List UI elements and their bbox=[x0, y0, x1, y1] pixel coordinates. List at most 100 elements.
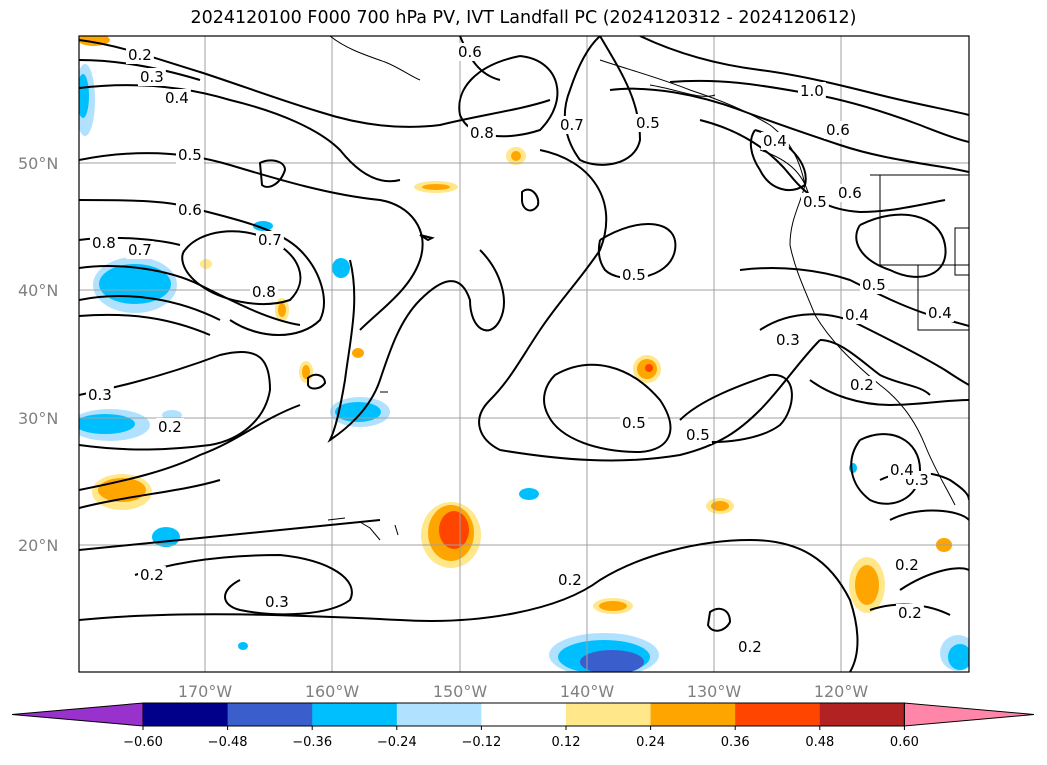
contour-label: 0.6 bbox=[838, 184, 862, 202]
contour-label-bg bbox=[896, 604, 924, 622]
lon-label: 130°W bbox=[687, 682, 742, 701]
lon-label: 120°W bbox=[814, 682, 869, 701]
neg-patch bbox=[335, 402, 381, 422]
neg-patch bbox=[519, 488, 539, 500]
contour-label: 0.3 bbox=[140, 68, 164, 86]
contour-label: 0.2 bbox=[140, 566, 164, 584]
contour-label-bg bbox=[126, 46, 154, 64]
colorbar-tick-label: 0.48 bbox=[805, 735, 834, 750]
lon-label: 160°W bbox=[305, 682, 360, 701]
contour-label-bg bbox=[836, 184, 864, 202]
contour-label-bg bbox=[90, 234, 118, 252]
contour-label-bg bbox=[860, 276, 888, 294]
colorbar-tick-label: −0.24 bbox=[377, 735, 417, 750]
contour-label-bg bbox=[126, 241, 154, 259]
colorbar-swatch bbox=[396, 703, 482, 726]
contour-label: 0.5 bbox=[862, 276, 886, 294]
lat-axis: 50°N 40°N 30°N 20°N bbox=[18, 154, 58, 555]
contour-label-bg bbox=[468, 124, 496, 142]
contour-label: 0.4 bbox=[165, 89, 189, 107]
contour-label: 0.6 bbox=[458, 43, 482, 61]
contour-label: 0.5 bbox=[622, 266, 646, 284]
contour-label: 0.5 bbox=[622, 414, 646, 432]
colorbar-swatch bbox=[312, 703, 398, 726]
neg-patch bbox=[332, 258, 350, 278]
colorbar-tick-label: −0.48 bbox=[208, 735, 248, 750]
contour-label-bg bbox=[620, 414, 648, 432]
contour-label: 0.2 bbox=[558, 571, 582, 589]
contour-label: 0.6 bbox=[826, 121, 850, 139]
pos-patch bbox=[302, 365, 310, 379]
pos-patch bbox=[278, 303, 286, 317]
lat-label: 40°N bbox=[18, 281, 58, 300]
contour-label-bg bbox=[684, 426, 712, 444]
lon-label: 140°W bbox=[560, 682, 615, 701]
neg-patch bbox=[152, 527, 180, 547]
contour-label-bg bbox=[736, 638, 764, 656]
neg-patch bbox=[580, 650, 644, 672]
contour-label: 0.7 bbox=[258, 231, 282, 249]
contour-label-bg bbox=[176, 146, 204, 164]
contour-label-bg bbox=[86, 386, 114, 404]
colorbar-swatch bbox=[735, 703, 821, 726]
neg-patch bbox=[79, 74, 89, 118]
colorbar-swatch bbox=[227, 703, 313, 726]
contour-label-bg bbox=[558, 116, 586, 134]
contour-label: 0.5 bbox=[803, 193, 827, 211]
contour-label: 0.2 bbox=[898, 604, 922, 622]
colorbar-tick-label: 0.24 bbox=[636, 735, 665, 750]
contour-label: 0.2 bbox=[895, 556, 919, 574]
colorbar-tick-label: −0.12 bbox=[461, 735, 501, 750]
colorbar-swatch bbox=[650, 703, 736, 726]
contour-label: 0.8 bbox=[252, 283, 276, 301]
contour-label: 0.7 bbox=[128, 241, 152, 259]
colorbar-tick-label: 0.60 bbox=[890, 735, 919, 750]
contour-label-bg bbox=[556, 571, 584, 589]
contour-label: 1.0 bbox=[800, 82, 824, 100]
contour-label-bg bbox=[888, 461, 916, 479]
contour-label: 0.8 bbox=[92, 234, 116, 252]
map-title: 2024120100 F000 700 hPa PV, IVT Landfall… bbox=[190, 8, 857, 28]
pos-patch bbox=[439, 511, 469, 549]
contour-label: 0.3 bbox=[776, 331, 800, 349]
colorbar-frame bbox=[142, 702, 905, 727]
lon-label: 170°W bbox=[178, 682, 233, 701]
contour-label: 0.8 bbox=[470, 124, 494, 142]
lat-label: 50°N bbox=[18, 154, 58, 173]
colorbar-swatch bbox=[819, 703, 905, 726]
contour-label: 0.2 bbox=[850, 376, 874, 394]
contour-label-bg bbox=[250, 283, 278, 301]
pv-contours bbox=[79, 36, 969, 672]
neg-patch bbox=[849, 463, 857, 473]
contour-label-bg bbox=[138, 68, 166, 86]
pos-patch bbox=[711, 501, 729, 511]
contour-label: 0.5 bbox=[636, 114, 660, 132]
colorbar-tick-label: 0.12 bbox=[552, 735, 581, 750]
contour-label: 0.3 bbox=[265, 593, 289, 611]
colorbar-tick-label: −0.36 bbox=[292, 735, 332, 750]
pos-patch bbox=[422, 184, 450, 190]
contour-label-bg bbox=[256, 231, 284, 249]
lon-label: 150°W bbox=[433, 682, 488, 701]
contour-label-bg bbox=[824, 121, 852, 139]
contour-label-bg bbox=[774, 331, 802, 349]
colorbar-tick-label: −0.60 bbox=[123, 735, 163, 750]
contour-label: 0.5 bbox=[178, 146, 202, 164]
contour-label-bg bbox=[848, 376, 876, 394]
contour-labels: 0.2 0.3 0.4 0.5 0.6 0.7 0.8 0.8 0.6 0.7 … bbox=[86, 43, 954, 656]
pos-patch bbox=[511, 151, 521, 161]
colorbar-swatches bbox=[11, 702, 1035, 727]
contour-label: 0.4 bbox=[845, 306, 869, 324]
pos-patch bbox=[200, 259, 212, 269]
contour-label: 0.2 bbox=[738, 638, 762, 656]
colorbar-extend-low bbox=[11, 702, 144, 727]
contour-label-bg bbox=[156, 418, 184, 436]
colorbar: −0.60 −0.48 −0.36 −0.24 −0.12 0.12 0.24 0.36 0.4… bbox=[11, 702, 1035, 750]
lon-axis: 170°W 160°W 150°W 140°W 130°W 120°W bbox=[178, 682, 869, 701]
pos-patch bbox=[855, 565, 879, 605]
contour-label: 0.3 bbox=[88, 386, 112, 404]
pos-patch bbox=[352, 348, 364, 358]
contour-label: 0.4 bbox=[890, 461, 914, 479]
pos-patch bbox=[645, 364, 653, 372]
contour-label: 0.6 bbox=[178, 201, 202, 219]
